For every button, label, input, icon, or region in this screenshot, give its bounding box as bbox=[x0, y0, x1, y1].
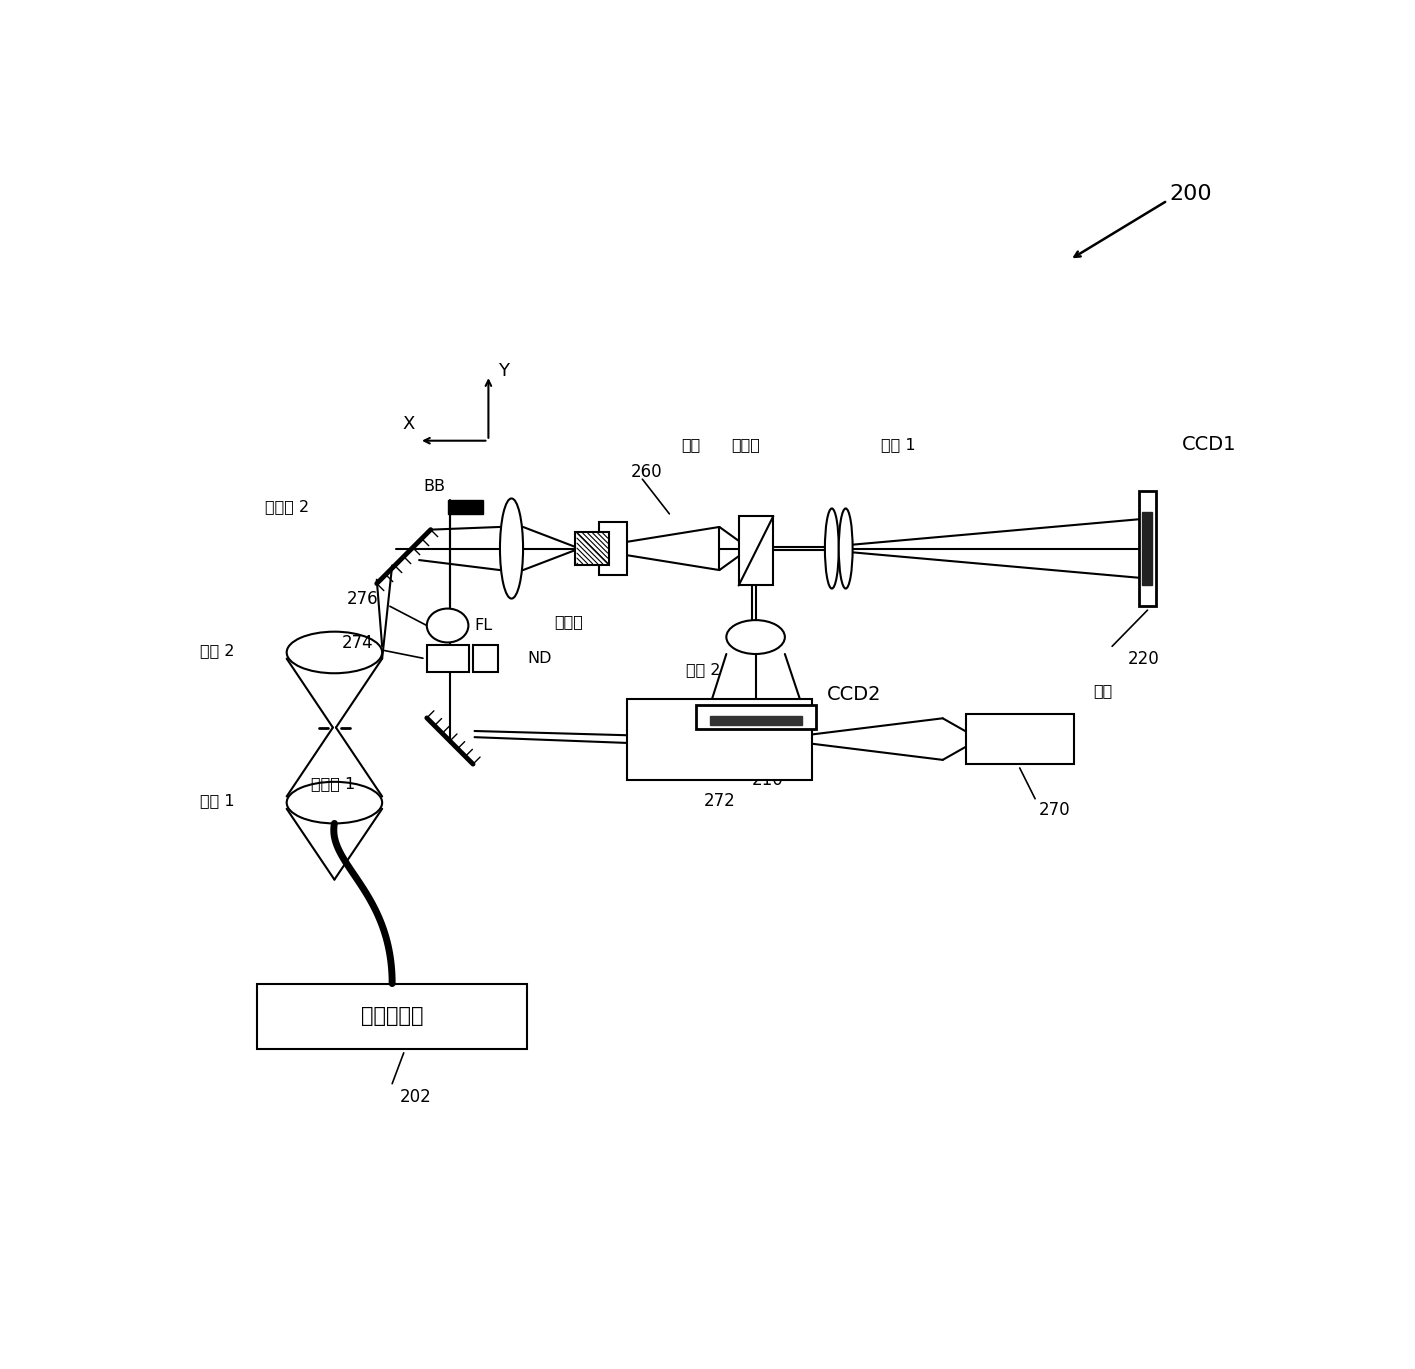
Ellipse shape bbox=[499, 498, 524, 598]
Bar bbox=[739, 516, 774, 586]
Text: Y: Y bbox=[498, 363, 508, 381]
Text: CCD2: CCD2 bbox=[828, 686, 882, 704]
Text: 210: 210 bbox=[753, 771, 784, 789]
Text: 物镜: 物镜 bbox=[681, 437, 700, 452]
Text: 透镜 1: 透镜 1 bbox=[200, 794, 235, 809]
Text: FL: FL bbox=[474, 617, 492, 632]
Text: 202: 202 bbox=[400, 1088, 432, 1106]
Text: 反射镜 2: 反射镜 2 bbox=[265, 498, 310, 513]
Text: 276: 276 bbox=[347, 590, 378, 608]
Text: 200: 200 bbox=[1170, 185, 1213, 204]
Bar bbox=[599, 522, 627, 575]
Text: 筒镜 2: 筒镜 2 bbox=[686, 661, 720, 676]
Ellipse shape bbox=[427, 609, 468, 642]
Bar bbox=[696, 705, 815, 730]
Bar bbox=[473, 645, 498, 672]
Text: 274: 274 bbox=[341, 634, 374, 652]
Bar bbox=[966, 715, 1074, 764]
Ellipse shape bbox=[825, 508, 839, 589]
Text: 反射镜 1: 反射镜 1 bbox=[311, 776, 355, 791]
Bar bbox=[710, 716, 802, 724]
Text: 分波片: 分波片 bbox=[732, 437, 760, 452]
Ellipse shape bbox=[726, 620, 785, 654]
Bar bbox=[447, 500, 483, 513]
Text: 透镜 2: 透镜 2 bbox=[200, 643, 233, 658]
Text: 非相干光源: 非相干光源 bbox=[361, 1006, 423, 1027]
Text: 270: 270 bbox=[1039, 801, 1071, 819]
Text: 激光: 激光 bbox=[1092, 683, 1112, 698]
Bar bbox=[576, 531, 610, 565]
Ellipse shape bbox=[839, 508, 853, 589]
Text: 220: 220 bbox=[1128, 650, 1159, 668]
Bar bbox=[258, 983, 526, 1049]
Bar bbox=[627, 698, 812, 779]
Text: BB: BB bbox=[423, 479, 444, 494]
Text: 聚光镜: 聚光镜 bbox=[553, 615, 583, 630]
Bar bbox=[1139, 490, 1156, 606]
Text: X: X bbox=[403, 415, 415, 433]
Text: 272: 272 bbox=[703, 793, 736, 810]
Bar bbox=[1142, 512, 1152, 585]
Text: CCD1: CCD1 bbox=[1182, 435, 1235, 455]
Bar bbox=[427, 645, 470, 672]
Ellipse shape bbox=[287, 631, 382, 674]
Text: 筒镜 1: 筒镜 1 bbox=[882, 437, 916, 452]
Text: ND: ND bbox=[526, 650, 552, 665]
Ellipse shape bbox=[287, 782, 382, 823]
Text: 260: 260 bbox=[631, 463, 662, 481]
